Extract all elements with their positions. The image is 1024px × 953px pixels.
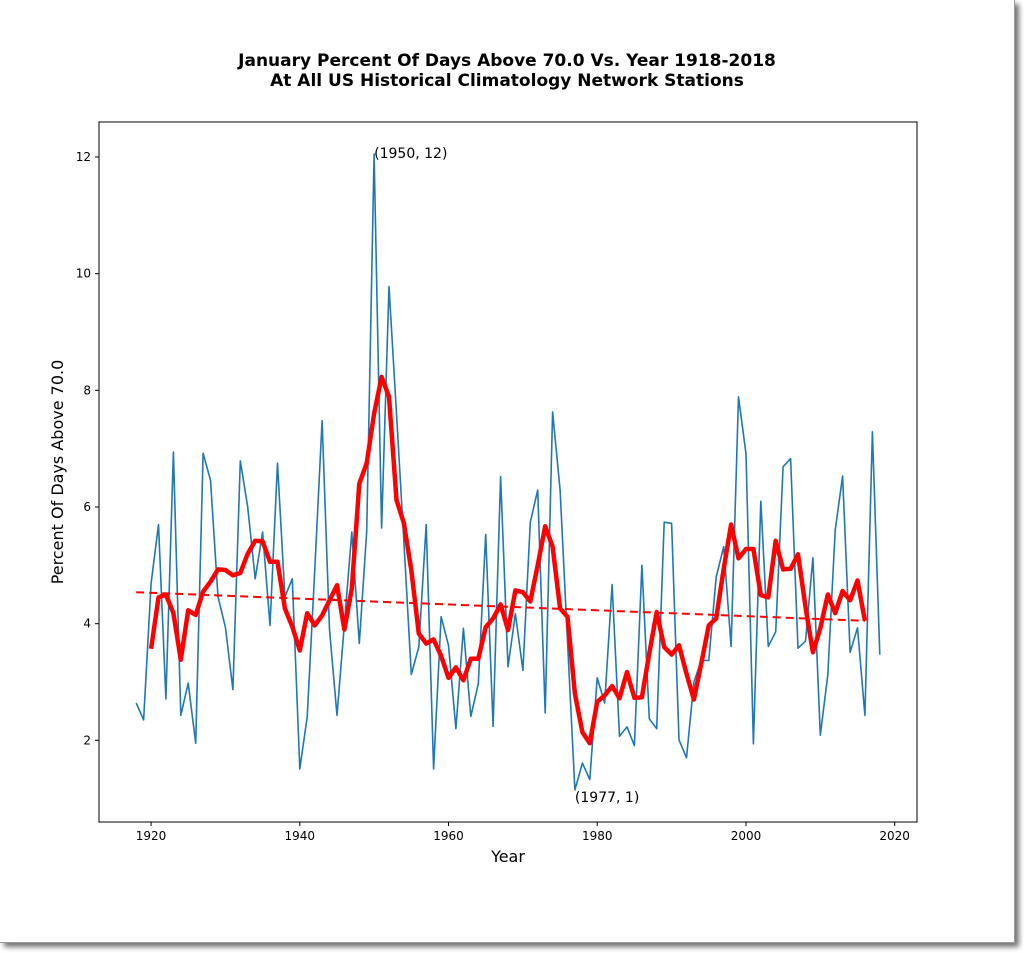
y-axis-label: Percent Of Days Above 70.0 [48,360,67,585]
series-annual-line [135,153,881,791]
y-tick-label: 12 [76,150,91,164]
x-tick-label: 2000 [731,829,762,843]
y-tick-label: 4 [83,617,91,631]
series-layer [135,153,881,791]
y-tick-label: 2 [83,733,91,747]
x-tick-label: 2020 [879,829,910,843]
chart-title-line-2: At All US Historical Climatology Network… [270,71,744,91]
series-trend-line [136,591,865,622]
chart-title-line-1: January Percent Of Days Above 70.0 Vs. Y… [237,51,776,71]
plot-area [98,121,918,823]
annotation-label: (1977, 1) [575,790,639,806]
annotation-label: (1950, 12) [374,146,447,162]
x-tick-label: 1960 [433,829,464,843]
y-tick-label: 8 [83,383,91,397]
y-tick-label: 10 [76,267,91,281]
y-axis: 2 4 6 8 10 12 [76,150,99,747]
x-tick-label: 1940 [285,829,316,843]
x-axis-label: Year [490,847,525,866]
annotation-layer: (1950, 12) (1977, 1) [374,146,639,806]
x-tick-label: 1920 [136,829,167,843]
x-tick-label: 1980 [582,829,613,843]
series-running-mean-line [148,374,868,746]
x-axis: 1920 1940 1960 1980 2000 2020 [136,822,910,843]
y-tick-label: 6 [83,500,91,514]
